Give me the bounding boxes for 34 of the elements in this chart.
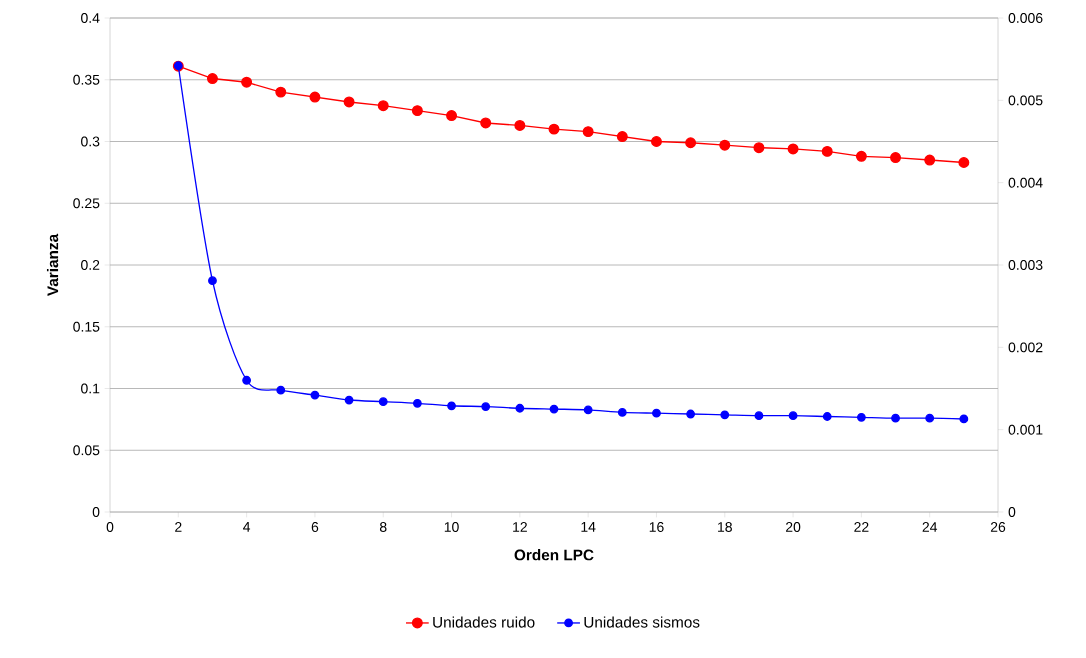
x-tick-label: 18 — [718, 522, 732, 532]
x-axis-title: Orden LPC — [514, 549, 594, 561]
legend-label: Unidades sismos — [584, 616, 700, 628]
y2-tick-label: 0.004 — [1008, 177, 1043, 188]
x-tick-label: 6 — [311, 522, 319, 532]
x-tick-label: 2 — [175, 522, 182, 532]
y-tick-label: 0.1 — [81, 383, 100, 394]
y2-tick-label: 0.001 — [1008, 424, 1043, 435]
y-tick-label: 0.4 — [81, 13, 100, 23]
x-tick-label: 0 — [106, 522, 114, 532]
x-tick-label: 20 — [786, 522, 801, 532]
x-tick-label: 24 — [922, 522, 938, 532]
y-tick-label: 0.3 — [81, 136, 100, 147]
y2-tick-label: 0 — [1008, 507, 1016, 517]
y2-tick-label: 0.003 — [1008, 260, 1043, 270]
y2-tick-label: 0.005 — [1008, 95, 1043, 106]
x-tick-label: 12 — [513, 522, 527, 532]
x-tick-label: 22 — [854, 522, 869, 532]
x-tick-label: 16 — [649, 522, 664, 532]
x-tick-label: 4 — [243, 522, 251, 532]
y-tick-label: 0.15 — [73, 321, 100, 332]
legend-label: Unidades ruido — [433, 616, 535, 628]
y-tick-label: 0.25 — [73, 198, 100, 209]
x-tick-label: 10 — [444, 522, 459, 532]
y2-tick-label: 0.006 — [1008, 13, 1043, 23]
y-axis-title: Varianza — [46, 233, 59, 297]
y-tick-label: 0.2 — [81, 260, 100, 270]
x-tick-label: 26 — [990, 522, 1006, 532]
y-tick-label: 0.35 — [73, 74, 100, 85]
y-tick-label: 0 — [92, 507, 100, 517]
x-tick-label: 8 — [379, 522, 387, 532]
y2-tick-label: 0.002 — [1008, 342, 1043, 353]
y-tick-label: 0.05 — [73, 445, 100, 456]
x-tick-label: 14 — [581, 522, 596, 532]
